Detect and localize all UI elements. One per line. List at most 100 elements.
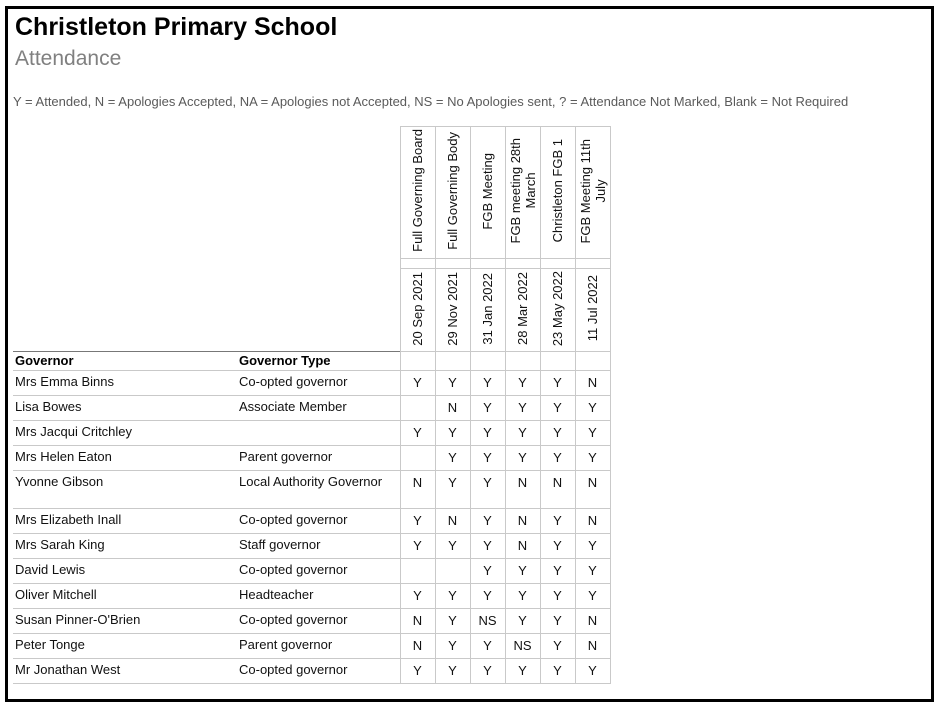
attendance-cell: Y	[504, 658, 541, 685]
meeting-date-header: 29 Nov 2021	[434, 267, 471, 353]
attendance-cell: Y	[469, 420, 506, 447]
meeting-name-label: Full Governing Body	[445, 131, 460, 250]
governor-name-cell: Mrs Elizabeth Inall	[13, 508, 237, 535]
governor-type-column-header: Governor Type	[237, 351, 400, 372]
meeting-date-header-row: 20 Sep 2021 29 Nov 2021 31 Jan 2022 28 Mar …	[13, 267, 611, 353]
attendance-cell: N	[434, 508, 471, 535]
table-row: Mrs Emma Binns Co-opted governor Y Y Y Y Y N	[13, 370, 611, 397]
table-row: Susan Pinner-O'Brien Co-opted governor N Y N…	[13, 608, 611, 635]
attendance-cell: Y	[399, 658, 436, 685]
page-subtitle: Attendance	[15, 46, 122, 70]
attendance-cell: Y	[469, 533, 506, 560]
header-blank-cell	[13, 258, 400, 269]
governor-type-cell: Co-opted governor	[237, 658, 400, 685]
attendance-cell: Y	[539, 420, 576, 447]
attendance-cell: Y	[434, 445, 471, 472]
attendance-cell: Y	[504, 370, 541, 397]
attendance-cell: Y	[469, 658, 506, 685]
attendance-cell	[434, 558, 471, 585]
meeting-name-label: Full Governing Board	[410, 129, 425, 253]
governor-type-cell: Co-opted governor	[237, 608, 400, 635]
meeting-date-label: 23 May 2022	[550, 270, 565, 347]
table-row: David Lewis Co-opted governor Y Y Y Y	[13, 558, 611, 585]
meeting-name-header: Full Governing Board	[399, 125, 436, 259]
meeting-name-label: FGB meeting 28th March	[507, 138, 538, 244]
attendance-table-body: Mrs Emma Binns Co-opted governor Y Y Y Y Y N Lis…	[13, 370, 611, 685]
attendance-cell: N	[574, 470, 611, 510]
governor-name-cell: Peter Tonge	[13, 633, 237, 660]
attendance-cell: Y	[469, 508, 506, 535]
governor-name-cell: Susan Pinner-O'Brien	[13, 608, 237, 635]
column-header-gap-cell	[469, 351, 506, 372]
attendance-cell: Y	[504, 445, 541, 472]
governor-name-cell: Lisa Bowes	[13, 395, 237, 422]
table-row: Mrs Sarah King Staff governor Y Y Y N Y Y	[13, 533, 611, 560]
table-row: Mrs Helen Eaton Parent governor Y Y Y Y Y	[13, 445, 611, 472]
meeting-header-spacer-cell	[434, 257, 471, 269]
attendance-cell	[399, 445, 436, 472]
table-row: Oliver Mitchell Headteacher Y Y Y Y Y Y	[13, 583, 611, 610]
meeting-name-label: Christleton FGB 1	[550, 139, 565, 243]
header-blank-cell	[13, 126, 400, 259]
governor-type-cell: Parent governor	[237, 633, 400, 660]
meeting-date-label: 31 Jan 2022	[480, 272, 495, 345]
meeting-date-header: 20 Sep 2021	[399, 267, 436, 353]
column-header-gap-cell	[574, 351, 611, 372]
attendance-cell: N	[504, 470, 541, 510]
attendance-cell: Y	[574, 558, 611, 585]
column-header-gap-cell	[504, 351, 541, 372]
meeting-name-label: FGB Meeting 11th July	[577, 138, 608, 244]
attendance-cell: Y	[434, 658, 471, 685]
governor-name-cell: Mrs Sarah King	[13, 533, 237, 560]
meeting-name-label: FGB Meeting	[480, 152, 495, 230]
attendance-cell: Y	[469, 558, 506, 585]
table-row: Yvonne Gibson Local Authority Governor N Y Y…	[13, 470, 611, 510]
meeting-date-label: 29 Nov 2021	[445, 271, 460, 346]
attendance-cell: Y	[574, 395, 611, 422]
attendance-cell: Y	[539, 395, 576, 422]
meeting-header-spacer-cell	[399, 257, 436, 269]
attendance-table: Full Governing Board Full Governing Body F…	[13, 125, 611, 685]
attendance-cell: Y	[469, 633, 506, 660]
attendance-cell: Y	[504, 420, 541, 447]
attendance-cell: N	[399, 470, 436, 510]
attendance-cell: Y	[399, 420, 436, 447]
attendance-cell: Y	[539, 583, 576, 610]
attendance-cell: Y	[504, 558, 541, 585]
meeting-name-header: Full Governing Body	[434, 125, 471, 259]
attendance-cell: N	[399, 633, 436, 660]
attendance-cell: NS	[504, 633, 541, 660]
table-row: Lisa Bowes Associate Member N Y Y Y Y	[13, 395, 611, 422]
attendance-cell: Y	[434, 470, 471, 510]
attendance-cell: N	[539, 470, 576, 510]
governor-type-cell: Co-opted governor	[237, 558, 400, 585]
attendance-cell: Y	[469, 395, 506, 422]
meeting-header-spacer-cell	[539, 257, 576, 269]
table-row: Mrs Elizabeth Inall Co-opted governor Y N Y N…	[13, 508, 611, 535]
meeting-date-header: 11 Jul 2022	[574, 267, 611, 353]
governor-name-cell: Oliver Mitchell	[13, 583, 237, 610]
attendance-cell: Y	[539, 445, 576, 472]
meeting-date-header: 28 Mar 2022	[504, 267, 541, 353]
attendance-cell: Y	[539, 508, 576, 535]
column-header-row: Governor Governor Type	[13, 351, 611, 372]
meeting-name-header: Christleton FGB 1	[539, 125, 576, 259]
attendance-cell: Y	[504, 608, 541, 635]
meeting-date-label: 11 Jul 2022	[585, 275, 600, 342]
attendance-cell: N	[504, 533, 541, 560]
meeting-header-spacer-cell	[469, 257, 506, 269]
attendance-cell: Y	[434, 370, 471, 397]
attendance-cell: Y	[574, 583, 611, 610]
attendance-cell: N	[434, 395, 471, 422]
attendance-cell	[399, 395, 436, 422]
attendance-key-legend: Y = Attended, N = Apologies Accepted, NA…	[13, 93, 849, 109]
attendance-cell: N	[399, 608, 436, 635]
meeting-header-spacer-cell	[504, 257, 541, 269]
meeting-name-header: FGB meeting 28th March	[504, 125, 541, 259]
table-row: Peter Tonge Parent governor N Y Y NS Y N	[13, 633, 611, 660]
attendance-cell: NS	[469, 608, 506, 635]
governor-type-cell	[237, 420, 400, 447]
column-header-gap-cell	[434, 351, 471, 372]
attendance-cell: Y	[399, 533, 436, 560]
attendance-cell: N	[574, 370, 611, 397]
